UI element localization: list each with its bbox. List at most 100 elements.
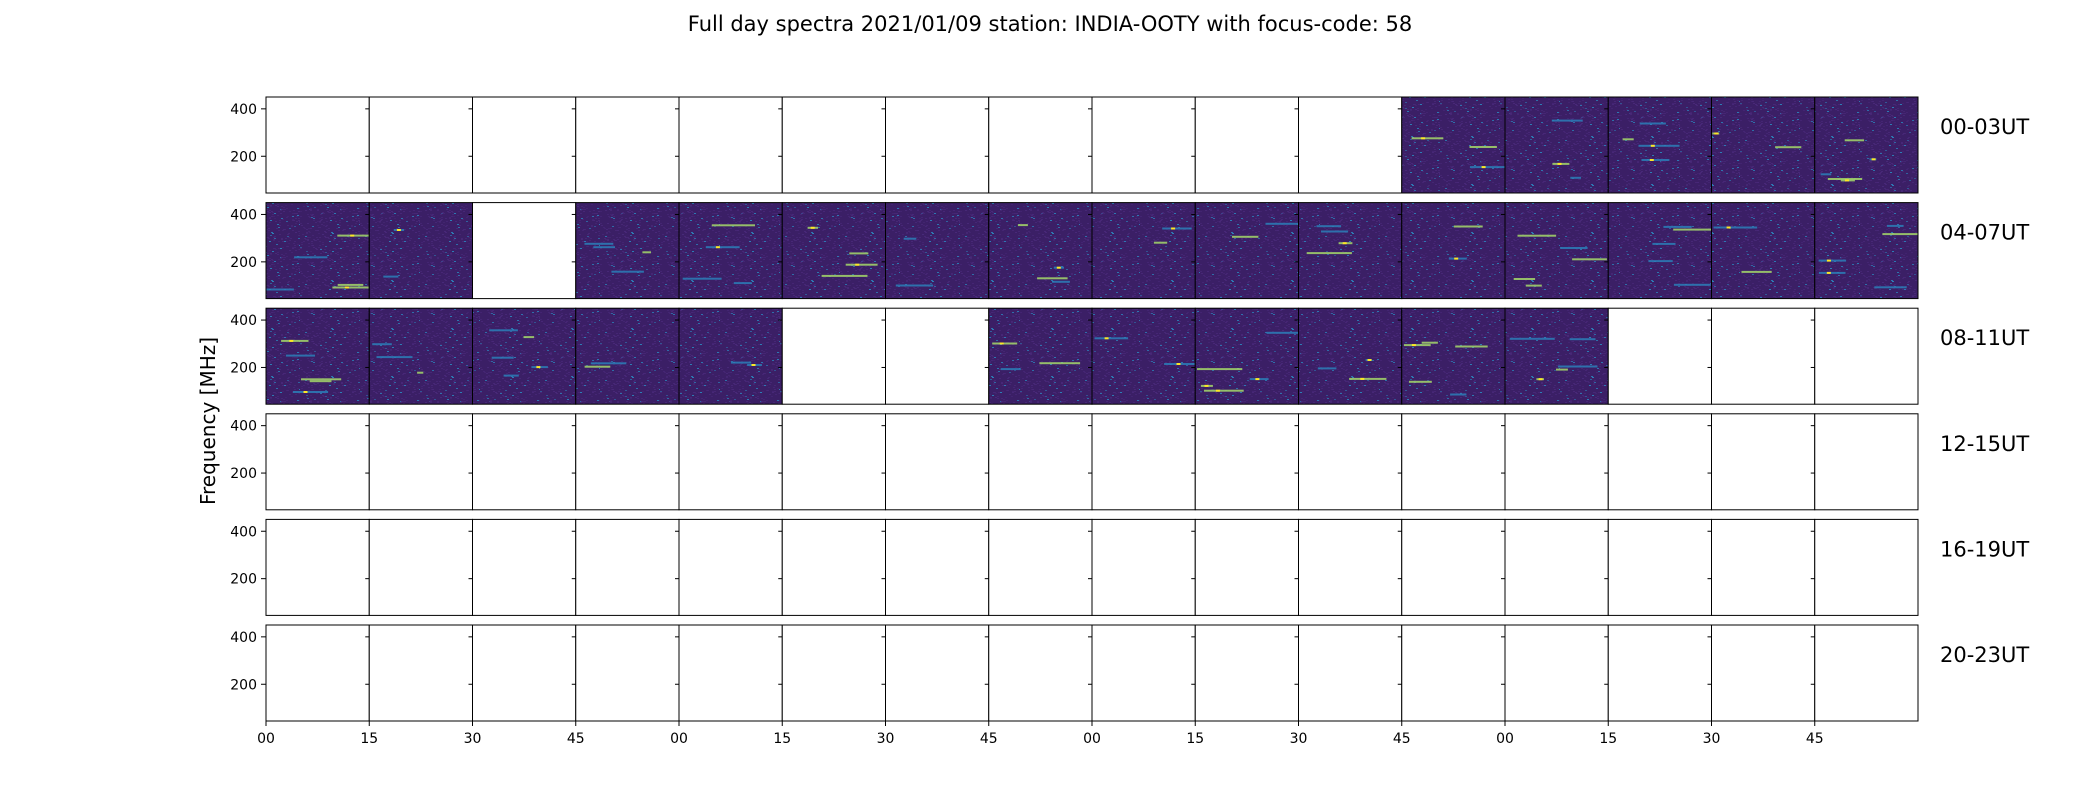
panel [1191, 307, 1309, 405]
panel [1397, 202, 1506, 300]
signal-peak [1726, 226, 1731, 229]
signal-peak [1176, 363, 1181, 365]
panel [1397, 307, 1506, 405]
panel [1501, 518, 1609, 616]
signal-streak [1525, 284, 1542, 287]
panel [571, 202, 680, 300]
empty-panel [1401, 625, 1505, 721]
panel [468, 202, 577, 300]
signal-streak [1162, 227, 1192, 230]
signal-peak [1649, 159, 1654, 161]
panel [1191, 96, 1299, 194]
y-tick-label: 200 [230, 149, 257, 165]
panel-frame [1814, 624, 1919, 722]
empty-panel [1505, 625, 1609, 721]
signal-streak [1572, 258, 1607, 261]
empty-panel [1711, 413, 1815, 510]
panel [1501, 202, 1609, 300]
signal-streak [1421, 341, 1438, 344]
spectrum-image [1298, 202, 1402, 299]
row-label: 04-07UT [1940, 221, 2029, 245]
signal-streak [584, 242, 614, 245]
signal-streak [1820, 173, 1832, 176]
panel [261, 624, 370, 722]
empty-panel [575, 625, 679, 721]
empty-panel [1711, 519, 1815, 616]
signal-streak [733, 282, 752, 285]
signal-peak [1538, 378, 1543, 381]
x-tick-label: 45 [567, 731, 585, 747]
empty-panel [1608, 625, 1712, 721]
empty-panel [679, 97, 783, 193]
signal-streak [1513, 278, 1536, 280]
signal-streak [1827, 178, 1863, 180]
signal-streak [730, 361, 752, 364]
panel [1604, 413, 1712, 511]
signal-streak [301, 378, 342, 381]
signal-streak [1641, 159, 1670, 161]
row-00-03UT [261, 96, 1919, 194]
row-label: 08-11UT [1940, 326, 2029, 350]
signal-peak [396, 229, 401, 231]
signal-streak [1306, 252, 1352, 255]
panel [881, 307, 990, 405]
signal-streak [1556, 368, 1568, 371]
signal-peak [1650, 144, 1655, 147]
signal-streak [337, 234, 381, 237]
empty-panel [1195, 97, 1299, 193]
empty-panel [885, 413, 989, 510]
x-tick-label: 15 [773, 731, 791, 747]
x-tick-label: 15 [360, 731, 378, 747]
panel [881, 413, 990, 511]
panel [675, 96, 783, 194]
empty-panel [1298, 625, 1402, 721]
empty-panel [782, 519, 886, 616]
empty-panel [679, 519, 783, 616]
signal-streak [903, 237, 917, 240]
signal-peak [1826, 271, 1831, 274]
signal-streak [1453, 225, 1483, 228]
empty-panel [1298, 97, 1402, 193]
spectrum-image [1401, 308, 1505, 405]
signal-streak [1450, 393, 1467, 396]
signal-streak [1017, 224, 1028, 227]
spectrum-image [1195, 308, 1299, 405]
signal-streak [372, 343, 392, 346]
signal-streak [523, 336, 535, 339]
row-label: 16-19UT [1940, 537, 2029, 561]
spectrum-image [988, 308, 1092, 405]
panel [1501, 96, 1609, 194]
spectrum-image [472, 308, 576, 405]
signal-peak [1367, 359, 1372, 361]
panel [1604, 202, 1715, 300]
x-tick-label: 45 [980, 731, 998, 747]
signal-streak [1266, 331, 1309, 334]
spectrum-image [1814, 97, 1918, 193]
signal-streak [1639, 122, 1666, 125]
signal-streak [1455, 345, 1488, 348]
panel [468, 307, 577, 405]
panel [1294, 413, 1403, 511]
signal-streak [1469, 166, 1509, 169]
panel-frame [1814, 307, 1919, 405]
panel [675, 413, 783, 511]
empty-panel [1092, 97, 1196, 193]
panel [1604, 624, 1712, 722]
panel [675, 624, 783, 722]
signal-streak [266, 288, 294, 291]
empty-panel [1505, 519, 1609, 616]
panel [1397, 96, 1509, 194]
signal-streak [285, 354, 315, 357]
signal-streak [1411, 137, 1444, 140]
signal-streak [1818, 259, 1847, 262]
signal-peak [536, 366, 541, 369]
panel [365, 307, 473, 405]
empty-panel [266, 413, 370, 510]
row-08-11UT [261, 307, 1919, 405]
y-tick-label: 400 [230, 102, 257, 118]
signal-streak [1517, 234, 1557, 237]
panel [778, 518, 886, 616]
empty-panel [782, 413, 886, 510]
spectrum-image [1401, 202, 1505, 299]
x-tick-label: 30 [1290, 731, 1308, 747]
